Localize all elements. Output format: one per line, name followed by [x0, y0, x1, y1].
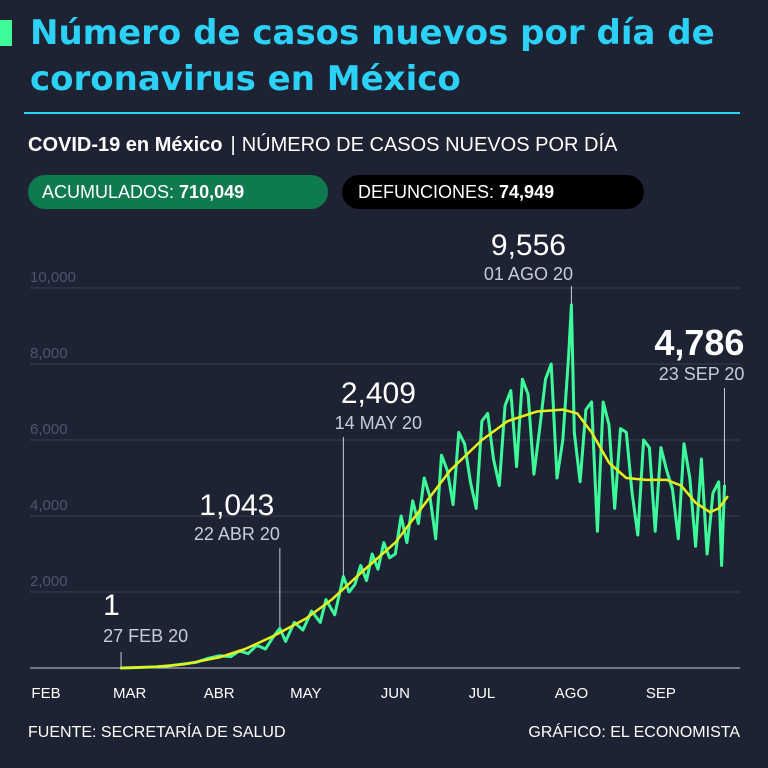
y-tick-label: 10,000	[30, 269, 76, 286]
annotation-value: 2,409	[341, 377, 416, 410]
y-tick-label: 6,000	[30, 421, 68, 438]
x-tick-label: MAR	[113, 685, 147, 702]
accumulated-badge: ACUMULADOS: 710,049	[28, 175, 328, 209]
subtitle-bold: COVID-19 en México	[28, 134, 223, 156]
annotation-value: 1,043	[199, 489, 274, 522]
accent-bar	[0, 20, 12, 46]
annotation-date: 01 AGO 20	[484, 264, 573, 284]
x-tick-label: SEP	[646, 685, 676, 702]
subtitle-description: NÚMERO DE CASOS NUEVOS POR DÍA	[241, 134, 618, 156]
y-tick-label: 2,000	[30, 573, 68, 590]
annotation-date: 14 MAY 20	[335, 413, 422, 433]
x-tick-label: ABR	[204, 685, 235, 702]
accumulated-value: 710,049	[179, 182, 245, 202]
x-tick-label: MAY	[290, 685, 321, 702]
deaths-value: 74,949	[499, 182, 555, 202]
page-title: Número de casos nuevos por día de corona…	[30, 13, 715, 99]
x-tick-label: JUN	[381, 685, 410, 702]
annotation-value: 1	[103, 589, 120, 622]
annotation-value: 9,556	[491, 229, 566, 262]
x-tick-label: FEB	[31, 685, 60, 702]
credit-note: GRÁFICO: EL ECONOMISTA	[528, 724, 740, 741]
daily-cases-line	[119, 303, 726, 670]
annotation-value: 4,786	[654, 322, 744, 363]
accumulated-label: ACUMULADOS:	[42, 182, 175, 202]
annotation-date: 22 ABR 20	[194, 524, 280, 544]
chart-subtitle: COVID-19 en México | NÚMERO DE CASOS NUEVO…	[28, 134, 617, 157]
x-tick-label: JUL	[469, 685, 496, 702]
subtitle-separator: |	[230, 134, 236, 156]
annotation-date: 23 SEP 20	[659, 364, 745, 384]
deaths-label: DEFUNCIONES:	[358, 182, 495, 202]
deaths-badge: DEFUNCIONES: 74,949	[342, 175, 644, 209]
y-tick-label: 8,000	[30, 345, 68, 362]
x-tick-label: AGO	[555, 685, 588, 702]
annotation-date: 27 FEB 20	[103, 626, 188, 646]
y-tick-label: 4,000	[30, 497, 68, 514]
source-note: FUENTE: SECRETARÍA DE SALUD	[28, 724, 286, 741]
title-divider	[24, 112, 740, 114]
moving-average-line	[119, 408, 729, 670]
